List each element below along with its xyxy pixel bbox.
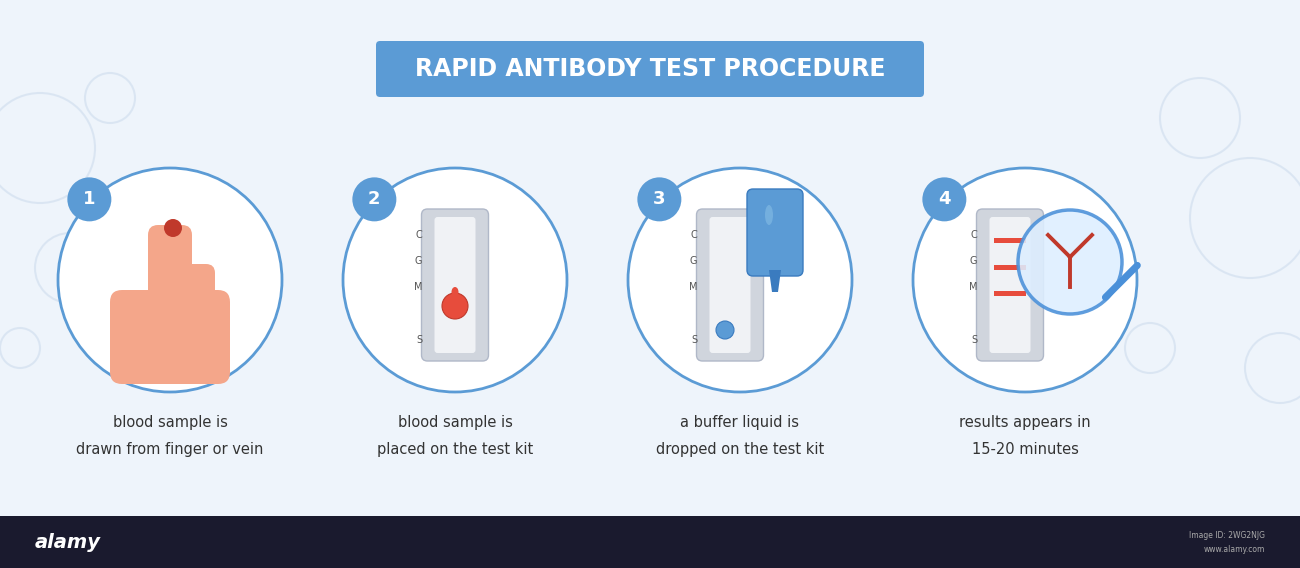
Text: G: G (415, 256, 422, 266)
Circle shape (923, 177, 966, 222)
Ellipse shape (764, 205, 774, 225)
Circle shape (343, 168, 567, 392)
Text: results appears in: results appears in (959, 415, 1091, 430)
FancyBboxPatch shape (747, 189, 803, 276)
FancyBboxPatch shape (376, 41, 924, 97)
FancyBboxPatch shape (174, 307, 213, 367)
Text: 4: 4 (939, 190, 950, 208)
Circle shape (913, 168, 1138, 392)
Text: 1: 1 (83, 190, 96, 208)
Text: 2: 2 (368, 190, 381, 208)
FancyBboxPatch shape (989, 217, 1031, 353)
Text: a buffer liquid is: a buffer liquid is (680, 415, 800, 430)
FancyBboxPatch shape (697, 209, 763, 361)
FancyBboxPatch shape (126, 315, 161, 366)
Text: 3: 3 (653, 190, 666, 208)
FancyBboxPatch shape (111, 290, 230, 384)
Text: alamy: alamy (35, 533, 101, 552)
FancyBboxPatch shape (434, 217, 476, 353)
Circle shape (352, 177, 396, 222)
Text: M: M (689, 282, 698, 292)
Text: 15-20 minutes: 15-20 minutes (971, 442, 1079, 457)
Text: placed on the test kit: placed on the test kit (377, 442, 533, 457)
Text: C: C (416, 230, 422, 240)
Text: S: S (971, 335, 978, 345)
FancyBboxPatch shape (976, 209, 1044, 361)
Bar (994, 237, 1026, 243)
Circle shape (58, 168, 282, 392)
Text: S: S (692, 335, 698, 345)
Text: dropped on the test kit: dropped on the test kit (656, 442, 824, 457)
Circle shape (628, 168, 852, 392)
FancyBboxPatch shape (421, 209, 489, 361)
Text: M: M (413, 282, 423, 292)
Circle shape (442, 293, 468, 319)
Text: Image ID: 2WG2NJG: Image ID: 2WG2NJG (1190, 532, 1265, 541)
Text: G: G (970, 256, 978, 266)
FancyBboxPatch shape (176, 264, 214, 337)
Circle shape (716, 321, 734, 339)
Bar (0, 516, 1300, 568)
Text: S: S (416, 335, 422, 345)
Text: blood sample is: blood sample is (113, 415, 228, 430)
Text: blood sample is: blood sample is (398, 415, 512, 430)
Text: G: G (690, 256, 698, 266)
Circle shape (1018, 210, 1122, 314)
Text: RAPID ANTIBODY TEST PROCEDURE: RAPID ANTIBODY TEST PROCEDURE (415, 57, 885, 81)
Ellipse shape (451, 287, 459, 297)
Text: drawn from finger or vein: drawn from finger or vein (77, 442, 264, 457)
Bar (994, 265, 1026, 269)
FancyBboxPatch shape (148, 225, 192, 320)
Polygon shape (770, 270, 781, 292)
FancyBboxPatch shape (710, 217, 750, 353)
Bar (994, 290, 1026, 295)
Circle shape (637, 177, 681, 222)
Text: M: M (968, 282, 978, 292)
Circle shape (68, 177, 112, 222)
Circle shape (164, 219, 182, 237)
Text: C: C (690, 230, 698, 240)
Text: C: C (971, 230, 978, 240)
Text: www.alamy.com: www.alamy.com (1204, 545, 1265, 554)
